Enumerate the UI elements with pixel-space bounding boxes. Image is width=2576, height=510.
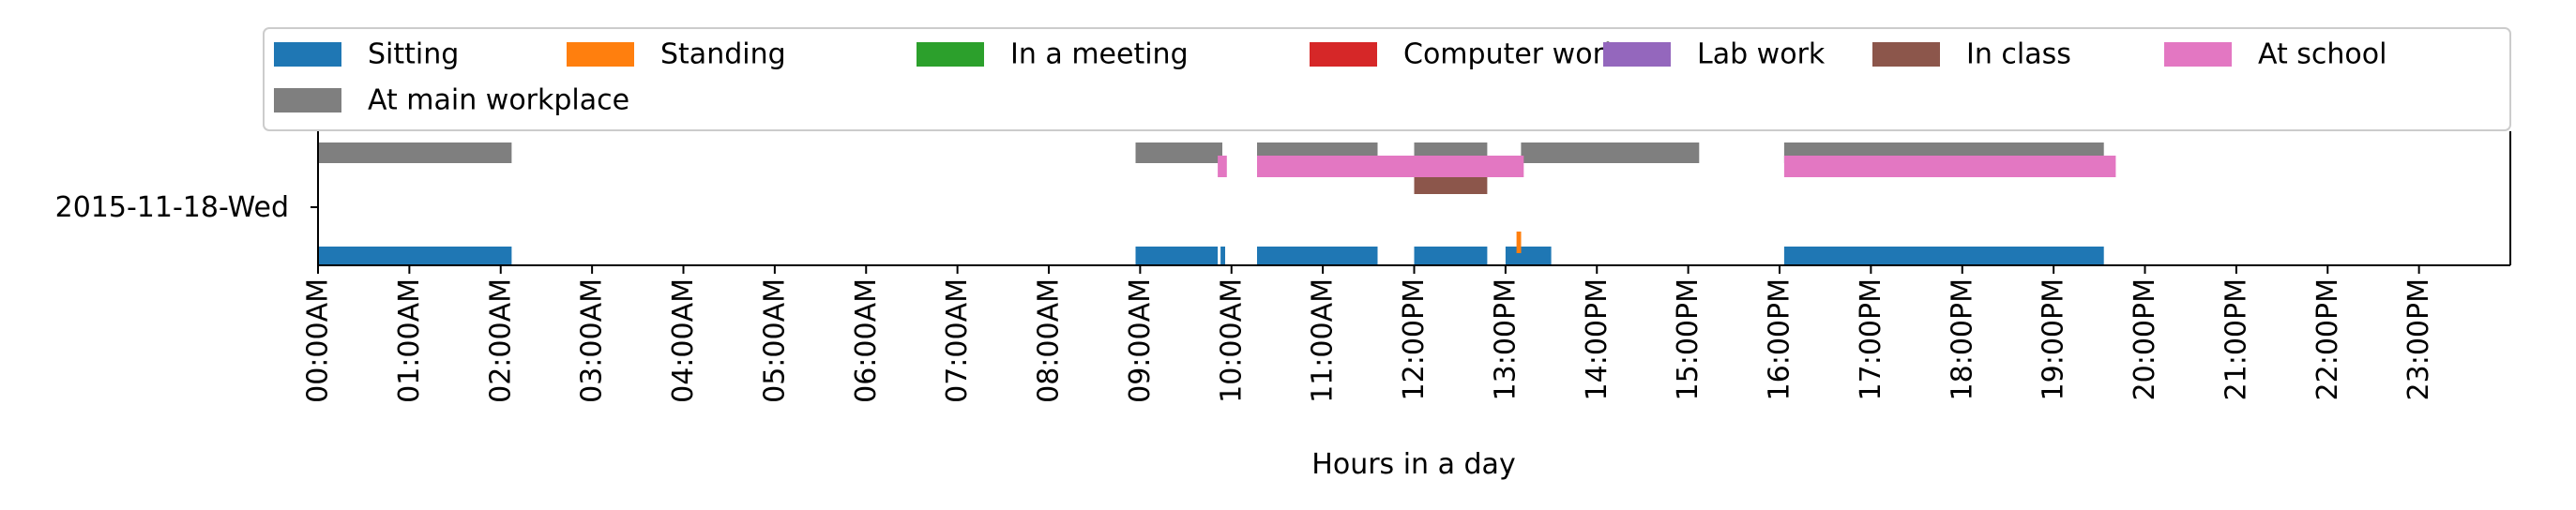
legend-swatch — [1872, 42, 1940, 67]
legend-swatch — [567, 42, 634, 67]
x-tick-label: 10:00AM — [1215, 278, 1248, 403]
legend-label: Lab work — [1697, 38, 1826, 71]
legend-swatch — [274, 88, 341, 112]
legend-swatch — [2164, 42, 2232, 67]
x-tick-label: 16:00PM — [1764, 278, 1796, 400]
bar-sitting-1 — [1135, 247, 1219, 265]
x-tick-label: 19:00PM — [2038, 278, 2070, 400]
legend-label: Sitting — [368, 38, 459, 71]
legend-swatch — [1603, 42, 1671, 67]
bar-sitting-5 — [1505, 247, 1552, 265]
bar-sitting-2 — [1220, 247, 1225, 265]
legend-label: Standing — [660, 38, 786, 71]
x-tick-label: 13:00PM — [1489, 278, 1522, 400]
legend-swatch — [1310, 42, 1377, 67]
axes-layer: 00:00AM 01:00AM 02:00AM 03:00AM 04:00AM 05:00… — [302, 131, 2511, 403]
bar-sitting-0 — [318, 247, 512, 265]
bar-at-main-workplace-0 — [318, 142, 512, 163]
x-axis-label: Hours in a day — [1311, 448, 1515, 481]
legend-swatch — [274, 42, 341, 67]
bar-at-main-workplace-4 — [1521, 142, 1700, 163]
x-tick-label: 07:00AM — [941, 278, 974, 403]
x-tick-label: 23:00PM — [2402, 278, 2435, 400]
x-tick-label: 15:00PM — [1672, 278, 1705, 400]
x-tick-label: 05:00AM — [758, 278, 791, 403]
legend: Sitting Standing In a meeting Computer work… — [263, 27, 2511, 131]
x-tick-label: 00:00AM — [302, 278, 335, 403]
x-tick-label: 06:00AM — [850, 278, 883, 403]
x-tick-label: 04:00AM — [667, 278, 700, 403]
x-tick-label: 20:00PM — [2129, 278, 2161, 400]
x-tick-label: 21:00PM — [2220, 278, 2252, 400]
bars-layer — [318, 142, 2116, 265]
x-tick-label: 09:00AM — [1124, 278, 1157, 403]
bar-at-main-workplace-1 — [1135, 142, 1222, 163]
x-tick-label: 12:00PM — [1398, 278, 1431, 400]
bar-at-school-0 — [1218, 156, 1227, 177]
legend-label: Computer work — [1403, 38, 1621, 71]
legend-label: In class — [1966, 38, 2071, 71]
x-tick-label: 08:00AM — [1033, 278, 1066, 403]
x-tick-label: 14:00PM — [1581, 278, 1614, 400]
bar-standing-0 — [1516, 232, 1522, 253]
bar-at-school-2 — [1783, 156, 2116, 177]
bar-sitting-3 — [1257, 247, 1378, 265]
x-tick-label: 22:00PM — [2311, 278, 2344, 400]
x-tick-label: 01:00AM — [393, 278, 426, 403]
legend-label: In a meeting — [1010, 38, 1189, 71]
bar-in-class-0 — [1414, 177, 1488, 194]
bar-at-school-1 — [1257, 156, 1524, 177]
y-category-label: 2015-11-18-Wed — [55, 191, 289, 224]
x-tick-label: 02:00AM — [484, 278, 517, 403]
legend-label: At main workplace — [368, 84, 629, 117]
x-tick-label: 17:00PM — [1855, 278, 1887, 400]
x-tick-label: 11:00AM — [1307, 278, 1340, 403]
x-tick-label: 03:00AM — [576, 278, 609, 403]
legend-swatch — [917, 42, 984, 67]
bar-sitting-4 — [1414, 247, 1488, 265]
legend-label: At school — [2258, 38, 2387, 71]
legend-frame — [263, 27, 2511, 131]
x-tick-label: 18:00PM — [1946, 278, 1978, 400]
bar-sitting-6 — [1783, 247, 2104, 265]
